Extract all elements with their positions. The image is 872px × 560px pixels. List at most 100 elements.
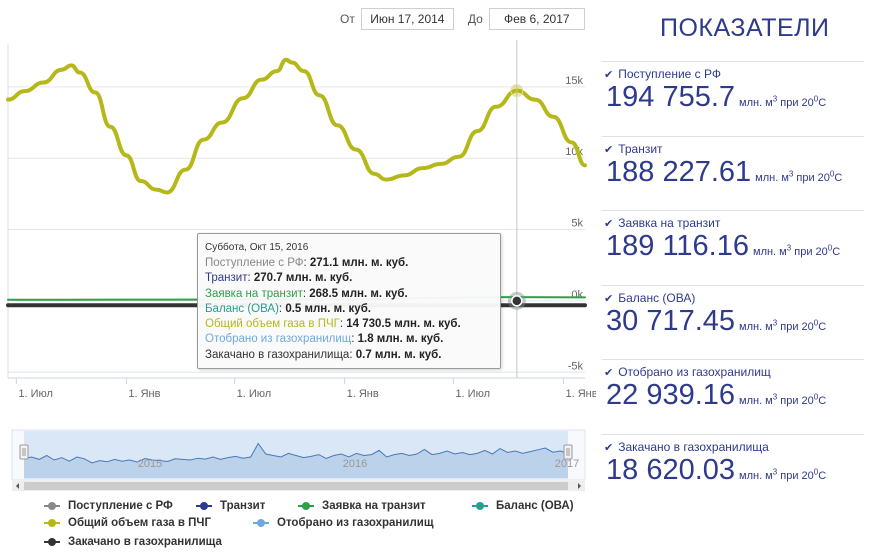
legend-label: Транзит [220, 500, 266, 512]
x-tick-label: 1. Июл [237, 388, 272, 400]
legend-marker-icon [298, 501, 314, 511]
checkmark-icon: ✔ [604, 367, 614, 379]
tooltip-row-label: Закачано в газохранилища [205, 348, 350, 361]
unit-part: С [834, 171, 843, 184]
metric-value-row: 18 620.03 млн. м3 при 200С [606, 454, 826, 487]
navigator-scroll-thumb[interactable] [24, 482, 568, 490]
checkmark-icon: ✔ [604, 292, 614, 305]
unit-part: млн. м [739, 97, 773, 109]
navigator[interactable]: 2015 2016 2017 [11, 429, 586, 491]
tooltip-row-label: Транзит [205, 272, 248, 285]
metric-unit: млн. м3 при 200С [755, 168, 843, 184]
hover-marker-zero [511, 295, 523, 307]
legend-marker-icon [196, 501, 212, 511]
metric-label-text: Отобрано из газохранилищ [618, 365, 771, 379]
tooltip-row-value: 268.5 млн. м. куб. [309, 287, 408, 300]
checkmark-icon: ✔ [604, 218, 614, 230]
metric-unit: млн. м3 при 200С [739, 318, 827, 333]
unit-part: 3 [788, 168, 794, 178]
navigator-year-label: 2015 [138, 458, 162, 470]
unit-part: 3 [772, 466, 778, 476]
unit-part: 3 [772, 392, 778, 402]
tooltip-row-value: 0.5 млн. м. куб. [285, 302, 371, 315]
range-to-input[interactable] [488, 8, 585, 30]
unit-part: 3 [772, 94, 778, 104]
range-from-label: От [340, 12, 355, 26]
metric-label[interactable]: ✔ Поступление с РФ [604, 67, 721, 81]
unit-part: С [818, 320, 827, 333]
metric-label[interactable]: ✔ Транзит [604, 142, 663, 156]
navigator-year-label: 2016 [343, 458, 367, 470]
metric-value-row: 189 116.16 млн. м3 при 200С [606, 230, 840, 263]
x-tick-label: 1. Янв [347, 388, 379, 400]
metric-card: ✔ Заявка на транзит 189 116.16 млн. м3 при … [602, 210, 864, 284]
metric-label[interactable]: ✔ Отобрано из газохранилищ [604, 365, 771, 379]
metric-unit: млн. м3 при 200С [739, 392, 826, 407]
legend-marker-icon [472, 501, 488, 511]
tooltip-row-separator: : [247, 272, 254, 285]
metric-value-row: 194 755.7 млн. м3 при 200С [606, 81, 826, 114]
legend-item[interactable]: Баланс (ОВА) [472, 500, 574, 512]
x-tick-label: 1. Янв [565, 388, 596, 400]
x-tick-label: 1. Июл [455, 388, 490, 400]
tooltip-row-label: Общий объем газа в ПЧГ [205, 318, 340, 331]
navigator-handle[interactable] [19, 444, 29, 460]
unit-part: млн. м [739, 469, 773, 482]
unit-part: 0 [827, 243, 833, 253]
unit-part: 0 [813, 392, 819, 402]
metric-label[interactable]: ✔ Баланс (ОВА) [604, 291, 695, 305]
tooltip-row: Заявка на транзит: 268.5 млн. м. куб. [205, 287, 500, 302]
tooltip-row-label: Отобрано из газохранилищ [205, 333, 352, 346]
metric-value: 194 755.7 [606, 81, 736, 113]
tooltip-row-label: Заявка на транзит [205, 287, 303, 300]
legend-item[interactable]: Поступление с РФ [44, 500, 173, 512]
tooltip-row-value: 271.1 млн. м. куб. [309, 257, 409, 269]
tooltip-row-value: 0.7 млн. м. куб. [355, 348, 442, 361]
metric-card: ✔ Поступление с РФ 194 755.7 млн. м3 при 20… [602, 61, 864, 135]
legend-item[interactable]: Транзит [196, 500, 265, 512]
legend-marker-icon [44, 518, 60, 528]
chart-tooltip: Суббота, Окт 15, 2016 Поступление с РФ: … [197, 233, 501, 369]
metric-value: 30 717.45 [606, 304, 736, 337]
checkmark-icon: ✔ [604, 441, 614, 454]
unit-part: при 20 [777, 320, 814, 333]
metric-unit: млн. м3 при 200С [739, 94, 827, 109]
scroll-left-arrow-icon[interactable] [16, 483, 19, 489]
legend-item[interactable]: Закачано в газохранилища [44, 536, 222, 548]
y-tick-label: 15k [565, 75, 583, 87]
legend-item[interactable]: Заявка на транзит [298, 500, 426, 512]
metric-card: ✔ Транзит 188 227.61 млн. м3 при 200С [602, 135, 864, 210]
metric-value: 18 620.03 [606, 453, 736, 486]
metric-unit: млн. м3 при 200С [753, 243, 840, 258]
unit-part: 0 [829, 168, 835, 178]
unit-part: С [818, 97, 827, 109]
metric-label[interactable]: ✔ Закачано в газохранилища [604, 440, 769, 454]
y-tick-label: 0k [571, 289, 583, 301]
x-tick-label: 1. Июл [18, 388, 53, 400]
metric-unit: млн. м3 при 200С [739, 466, 826, 482]
legend-label: Поступление с РФ [68, 500, 173, 512]
metric-value: 22 939.16 [606, 379, 736, 411]
unit-part: 3 [786, 243, 792, 253]
tooltip-row-separator: : [339, 318, 347, 331]
x-axis-ticks: 1. Июл 1. Янв 1. Июл 1. Янв 1. Июл 1. Янв [8, 377, 596, 400]
legend-marker-icon [44, 501, 60, 511]
scroll-right-arrow-icon[interactable] [578, 483, 581, 489]
legend-label: Заявка на транзит [322, 500, 426, 512]
range-from-input[interactable] [360, 8, 454, 30]
legend-item[interactable]: Отобрано из газохранилищ [253, 517, 434, 529]
tooltip-row: Баланс (ОВА): 0.5 млн. м. куб. [205, 302, 500, 317]
unit-part: млн. м [739, 395, 773, 407]
unit-part: при 20 [793, 171, 830, 184]
navigator-handle[interactable] [563, 444, 573, 460]
y-tick-label: -5k [568, 360, 584, 372]
metric-value: 189 116.16 [606, 230, 749, 262]
legend-item[interactable]: Общий объем газа в ПЧГ [44, 517, 211, 529]
metric-label[interactable]: ✔ Заявка на транзит [604, 216, 720, 230]
legend-label: Общий объем газа в ПЧГ [68, 517, 212, 529]
date-range: От До [336, 8, 591, 30]
metric-label-text: Поступление с РФ [618, 67, 721, 81]
metric-card: ✔ Баланс (ОВА) 30 717.45 млн. м3 при 200С [602, 284, 864, 359]
legend-label: Баланс (ОВА) [496, 500, 574, 512]
metric-value-row: 30 717.45 млн. м3 при 200С [606, 305, 826, 338]
